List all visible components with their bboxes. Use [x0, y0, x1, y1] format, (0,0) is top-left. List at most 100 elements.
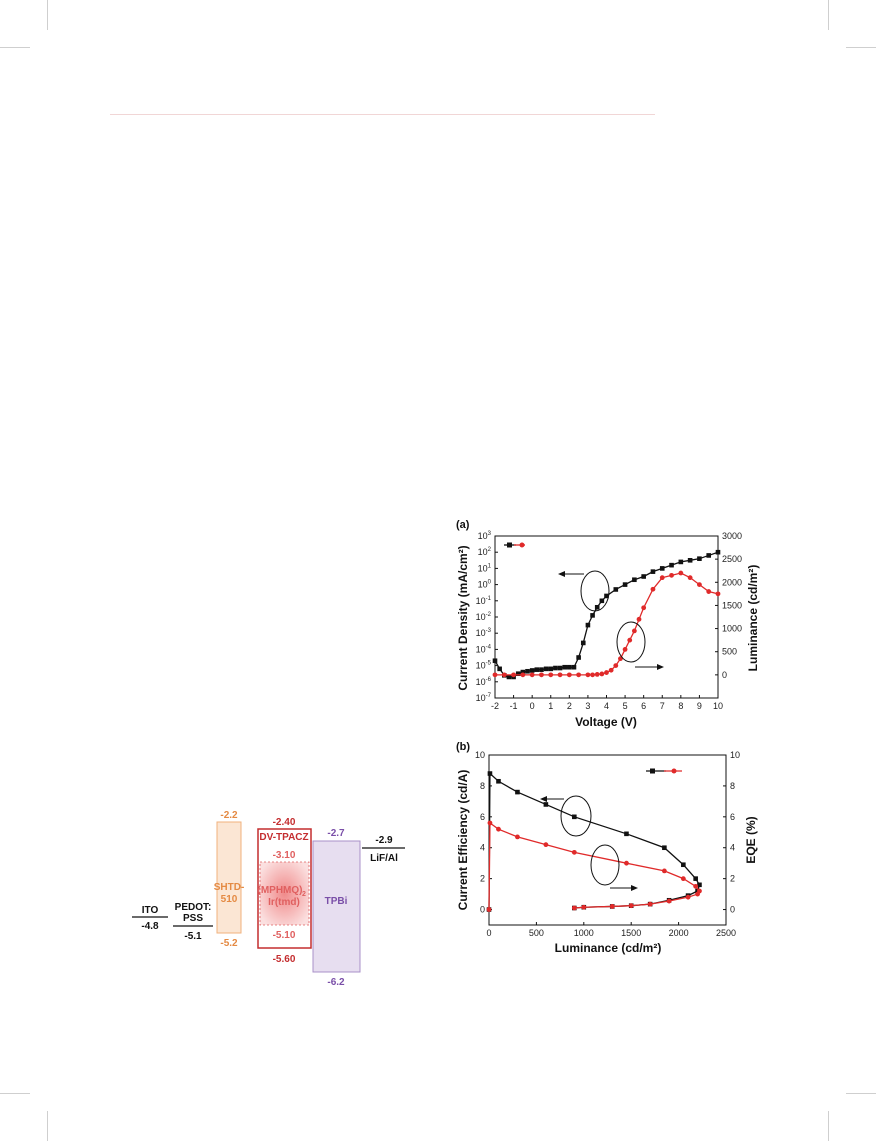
data-point-square	[697, 556, 702, 561]
y-tick-label-left: 100	[478, 580, 492, 590]
y-tick-label-right: 6	[730, 812, 735, 822]
data-point-square	[687, 558, 693, 563]
y-tick-label-left: 10-4	[476, 644, 492, 654]
data-point-square	[487, 771, 493, 776]
panel-label-a: (a)	[456, 519, 470, 531]
data-point-circle	[622, 647, 628, 652]
y-tick-label-right: 500	[722, 647, 737, 657]
data-point-circle	[715, 591, 721, 597]
data-point-circle	[613, 663, 619, 668]
emitter-top-value: -3.10	[273, 850, 296, 861]
data-point-circle	[624, 860, 629, 866]
shtd-box	[216, 821, 242, 934]
y-tick-label-left: 10-5	[476, 661, 492, 671]
data-point-square	[697, 882, 702, 888]
data-point-circle	[693, 883, 699, 889]
data-point-circle	[539, 672, 544, 678]
data-point-square	[567, 664, 572, 670]
shtd-label: SHTD-	[214, 882, 245, 893]
data-point-square	[553, 665, 558, 671]
x-tick-label: -1	[510, 701, 518, 711]
data-point-square	[693, 876, 698, 881]
y-tick-label-left: 102	[478, 547, 492, 557]
y-axis-title-left: Current Efficiency (cd/A)	[456, 770, 470, 911]
emitter-label-sub: 2	[302, 891, 306, 898]
data-point-circle	[557, 672, 563, 678]
annotation-ellipse-upper	[560, 795, 592, 837]
x-tick-label: 2	[567, 701, 572, 711]
y-tick-label-right: 2	[730, 874, 735, 884]
data-point-circle	[486, 907, 492, 912]
data-point-circle	[599, 671, 605, 677]
data-point-square	[580, 640, 586, 646]
annotation-ellipse-lower	[590, 844, 620, 886]
x-tick-label: 500	[529, 928, 544, 938]
arrowhead-right	[657, 664, 664, 670]
arrowhead-left	[558, 571, 565, 577]
legend-marker-black	[507, 542, 512, 548]
crop-mark	[0, 1093, 30, 1094]
data-point-square	[669, 562, 674, 568]
chart-a-jvl: (a) -2 -1 0 1 2 3 4 5 6 7 8 9 10 103 102 101 100 10-1 10-2…	[456, 519, 760, 729]
data-point-circle	[628, 903, 634, 909]
emitter-label-2: Ir(tmd)	[268, 897, 300, 908]
arrowhead-upper	[540, 796, 547, 802]
data-point-square	[515, 789, 520, 795]
legend-marker-black	[650, 768, 655, 774]
dvtpacz-top-value: -2.40	[273, 817, 296, 828]
y-tick-label-left: 10-6	[476, 677, 492, 687]
y-tick-label-right: 4	[730, 843, 735, 853]
energy-level-diagram: ITO -4.8 PEDOT: PSS -5.1 -2.2 SHTD- 510 …	[132, 810, 405, 988]
data-point-circle	[529, 672, 535, 678]
y-tick-label-left: 10-1	[476, 596, 492, 606]
crop-mark	[0, 47, 30, 48]
data-point-circle	[666, 898, 672, 904]
data-point-circle	[585, 672, 591, 678]
y-tick-label-left: 8	[480, 781, 485, 791]
y-tick-label-right: 0	[730, 905, 735, 915]
series-line-1	[488, 821, 701, 910]
x-tick-label: 4	[604, 701, 609, 711]
lifal-label: LiF/Al	[370, 853, 398, 864]
data-point-square	[572, 814, 577, 820]
data-point-square	[622, 582, 628, 587]
data-point-circle	[669, 572, 674, 578]
legend-marker-red	[671, 768, 677, 774]
data-point-circle	[678, 570, 684, 576]
y-tick-label-left: 103	[478, 531, 492, 541]
data-point-circle	[566, 672, 572, 678]
series-line-0	[494, 551, 719, 678]
x-tick-label: 1000	[574, 928, 594, 938]
data-point-square	[497, 666, 502, 672]
data-point-square	[506, 674, 512, 680]
y-tick-label-right: 2500	[722, 554, 742, 564]
emitter-bottom-value: -5.10	[273, 930, 296, 941]
data-point-circle	[631, 628, 637, 634]
data-point-square	[562, 664, 567, 670]
x-tick-label: 1500	[621, 928, 641, 938]
y-tick-label-left: 10-3	[476, 628, 492, 638]
emitter-box	[259, 861, 310, 926]
pedot-label: PEDOT:	[175, 902, 212, 913]
data-point-circle	[697, 582, 702, 587]
data-point-square	[715, 549, 721, 555]
data-point-circle	[515, 834, 520, 840]
tpbi-box	[312, 840, 361, 973]
data-point-square	[624, 831, 629, 837]
legend-marker-red	[519, 542, 525, 548]
data-point-circle	[487, 820, 493, 826]
data-point-square	[599, 598, 605, 604]
y-tick-label-left: 10-7	[476, 693, 492, 703]
crop-mark	[846, 1093, 876, 1094]
data-point-square	[548, 666, 554, 672]
data-point-circle	[661, 868, 667, 874]
x-tick-label: 7	[660, 701, 665, 711]
data-point-circle	[496, 826, 501, 832]
tpbi-label: TPBi	[325, 896, 348, 907]
legend	[504, 542, 525, 548]
y-tick-label-right: 0	[722, 670, 727, 680]
x-tick-label: 2500	[716, 928, 736, 938]
data-point-circle	[543, 842, 549, 848]
y-tick-label-left: 2	[480, 874, 485, 884]
data-point-square	[534, 667, 540, 672]
